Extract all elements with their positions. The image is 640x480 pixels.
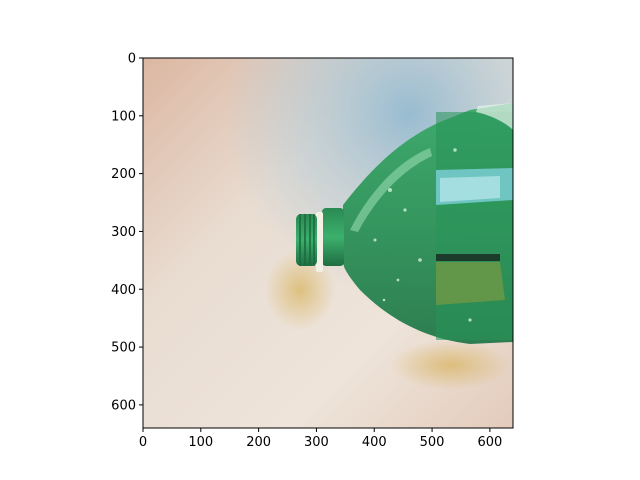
x-tick-label: 400 <box>362 435 387 450</box>
y-axis: 0 100 200 300 400 500 600 <box>111 52 143 413</box>
photo <box>143 58 513 428</box>
x-tick-label: 200 <box>246 435 271 450</box>
plot-frame <box>142 57 514 429</box>
x-tick-label: 100 <box>188 435 213 450</box>
y-tick-label: 600 <box>111 398 136 413</box>
x-tick-label: 0 <box>139 435 147 450</box>
y-tick-label: 200 <box>111 167 136 182</box>
bottle-ring <box>316 212 323 272</box>
y-tick-label: 300 <box>111 225 136 240</box>
y-tick-label: 400 <box>111 283 136 298</box>
y-tick-label: 0 <box>128 52 136 67</box>
x-tick-label: 500 <box>420 435 445 450</box>
bottle-threads <box>296 214 317 266</box>
x-tick-label: 300 <box>304 435 329 450</box>
y-tick-label: 100 <box>111 109 136 124</box>
bottle <box>343 103 513 344</box>
x-axis: 0 100 200 300 400 500 600 <box>139 428 502 450</box>
bottle-neck <box>322 208 344 266</box>
y-tick-label: 500 <box>111 341 136 356</box>
x-tick-label: 600 <box>477 435 502 450</box>
